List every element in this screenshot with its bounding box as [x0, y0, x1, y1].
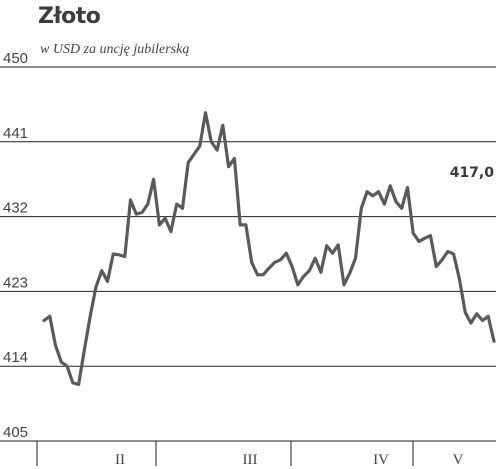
- chart-title: Złoto: [38, 4, 101, 29]
- x-tick-label: IV: [373, 452, 389, 468]
- y-tick-label: 423: [3, 274, 28, 291]
- series-line: [42, 111, 496, 387]
- x-tick-label: III: [243, 452, 258, 468]
- line-layer: [42, 111, 496, 387]
- y-tick-label: 432: [3, 200, 28, 217]
- grid-layer: [0, 66, 496, 466]
- y-tick-label: 414: [3, 349, 28, 366]
- y-tick-label: 405: [3, 424, 28, 441]
- x-tick-label: V: [453, 452, 464, 468]
- last-value-label: 417,0: [450, 165, 495, 181]
- y-tick-label: 441: [3, 125, 28, 142]
- x-tick-label: II: [115, 452, 125, 468]
- chart-subtitle: w USD za uncję jubilerską: [40, 42, 190, 57]
- y-tick-label: 450: [3, 50, 28, 67]
